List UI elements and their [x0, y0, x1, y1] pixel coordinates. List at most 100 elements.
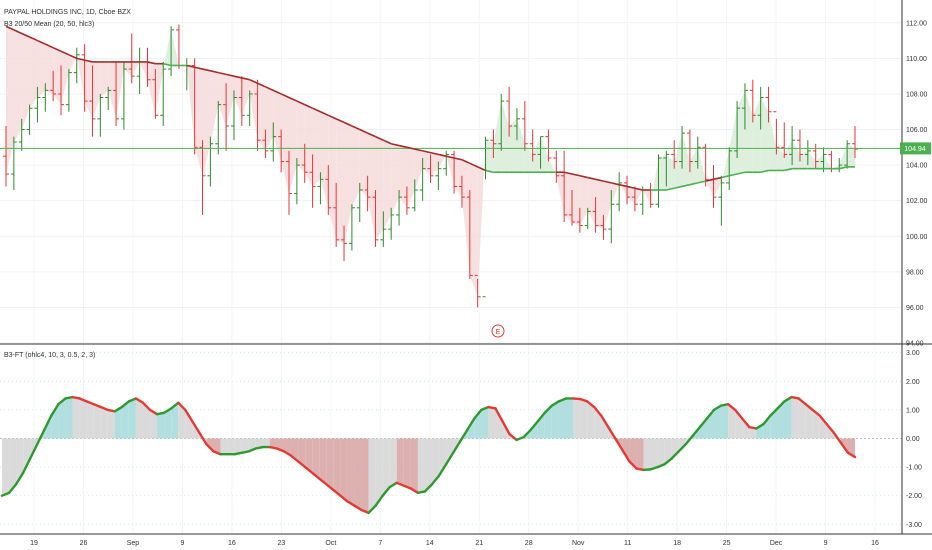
ft-fill-segment [664, 438, 672, 465]
ft-fill-segment [742, 418, 750, 439]
ft-fill-segment [488, 407, 496, 439]
ft-line-segment [515, 435, 525, 442]
ft-line-segment [141, 401, 152, 412]
cloud-segment [391, 143, 400, 215]
cloud-segment [296, 101, 305, 173]
ft-line-segment [741, 417, 751, 429]
cloud-segment [312, 108, 321, 187]
cloud-segment [45, 44, 54, 94]
mean-line-segment [37, 39, 46, 45]
ft-fill-segment [699, 418, 707, 439]
ft-line-segment [459, 428, 469, 443]
ft-line-segment [663, 457, 673, 466]
ft-line-segment [367, 504, 377, 515]
mean-line-segment [265, 86, 274, 92]
x-tick-label: 26 [80, 540, 88, 547]
ft-fill-segment [784, 397, 792, 439]
mean-line-segment [327, 114, 337, 120]
mean-line-segment [579, 174, 588, 179]
earnings-badge[interactable]: E [491, 324, 505, 338]
mean-line-segment [335, 118, 345, 124]
ft-line-segment [395, 481, 406, 487]
mean-line-segment [218, 71, 227, 76]
cloud-segment [737, 90, 745, 174]
cloud-segment [532, 136, 541, 173]
cloud-segment [548, 157, 557, 176]
ft-fill-segment [481, 407, 489, 439]
mean-line-segment [634, 187, 643, 191]
ft-fill-segment [396, 438, 404, 486]
ft-line-segment [846, 451, 857, 459]
ft-fill-segment [671, 438, 679, 459]
ft-line-segment [0, 491, 11, 497]
mean-line-segment [461, 159, 471, 165]
mean-line-segment [210, 70, 219, 74]
ft-fill-segment [819, 415, 827, 439]
ft-fill-segment [2, 438, 10, 496]
mean-line-segment [359, 128, 368, 134]
mean-line-segment [611, 182, 620, 186]
ft-fill-segment [114, 407, 122, 439]
cloud-segment [776, 147, 785, 171]
ft-fill-segment [269, 438, 277, 449]
ft-fill-segment [234, 438, 242, 455]
cloud-segment [68, 54, 77, 73]
ft-fill-segment [770, 408, 778, 439]
y-tick-label: 104.00 [906, 163, 928, 170]
ft-fill-segment [79, 398, 87, 439]
mean-line-segment [163, 62, 172, 67]
x-tick-label: 14 [426, 540, 434, 547]
mean-line-segment [697, 180, 706, 184]
mean-line-segment [280, 93, 290, 99]
mean-line-segment [406, 146, 415, 150]
ft-fill-segment [354, 438, 362, 510]
ft-line-segment [776, 400, 786, 410]
mean-line-segment [595, 178, 604, 182]
ft-fill-segment [812, 409, 820, 439]
ft-line-segment [585, 400, 596, 409]
cloud-segment [76, 54, 85, 102]
ft-fill-segment [565, 398, 574, 439]
ft-fill-segment [601, 415, 609, 439]
ft-line-segment [733, 408, 744, 420]
cloud-segment [666, 154, 675, 191]
mean-line-segment [367, 132, 376, 138]
ft-line-segment [691, 425, 702, 437]
cloud-segment [61, 51, 69, 105]
cloud-segment [265, 86, 274, 151]
cloud-segment [438, 154, 447, 169]
mean-line-segment [288, 96, 298, 102]
ma-cloud-fill [6, 26, 855, 297]
ft-line-segment [191, 420, 201, 434]
ft-line-segment [656, 463, 666, 469]
cloud-segment [524, 143, 533, 173]
ft-line-segment [57, 397, 67, 406]
mean-line-segment [320, 111, 329, 117]
ft-line-segment [832, 431, 843, 444]
ft-fill-segment [305, 438, 313, 473]
mean-line-segment [422, 150, 431, 154]
mean-line-segment [477, 166, 486, 172]
cloud-segment [807, 150, 816, 169]
cloud-segment [682, 133, 690, 187]
ft-fill-segment [587, 401, 595, 439]
ft-fill-segment [544, 405, 552, 439]
y-tick-label: 96.00 [906, 305, 924, 312]
cloud-segment [406, 147, 415, 208]
ft-fill-segment [72, 397, 80, 439]
study-legend: B3 20/50 Mean (20, 50, hlc3) [4, 21, 94, 28]
cloud-segment [469, 163, 478, 297]
ft-legend: B3-FT (ohlc4, 10, 3, 0.5, 2, 3) [4, 352, 95, 359]
ft-fill-segment [375, 438, 383, 506]
ft-fill-segment [298, 438, 306, 468]
y-tick-label: 98.00 [906, 269, 924, 276]
cloud-segment [493, 101, 502, 173]
cloud-segment [627, 186, 635, 205]
cloud-segment [658, 154, 667, 191]
ft-line-segment [423, 483, 434, 493]
ft-fill-segment [432, 438, 440, 485]
mean-line-segment [784, 167, 793, 172]
cloud-segment [171, 29, 179, 66]
ft-line-segment [28, 443, 39, 460]
